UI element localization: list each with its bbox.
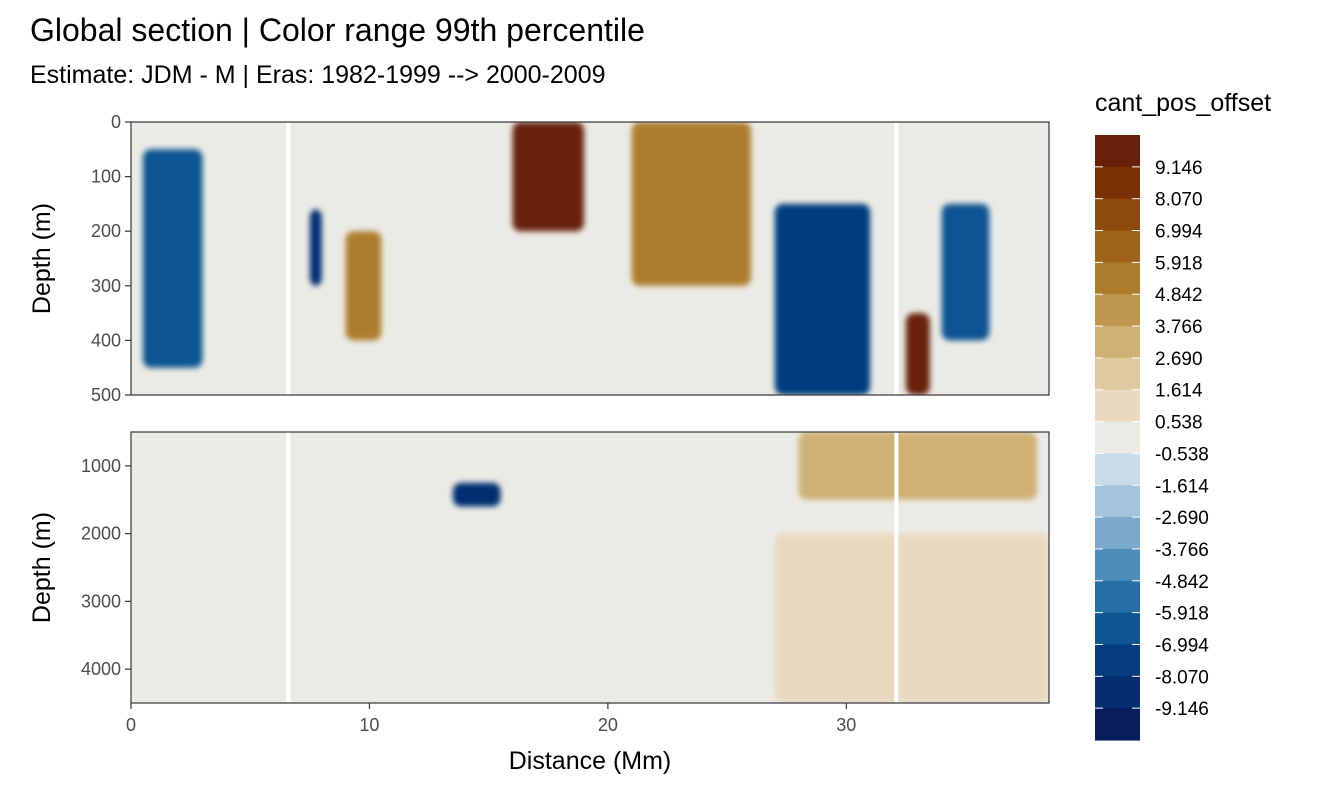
legend-label: -3.766 xyxy=(1155,540,1209,561)
legend-swatch xyxy=(1095,708,1140,740)
y-tick-label: 4000 xyxy=(81,659,121,679)
x-tick-label: 10 xyxy=(359,715,379,735)
legend-label: -9.146 xyxy=(1155,699,1209,720)
field-region-lower-0 xyxy=(453,483,501,507)
legend-label: 0.538 xyxy=(1155,413,1203,434)
legend-swatch xyxy=(1095,644,1140,676)
panel-upper xyxy=(131,122,1049,395)
legend-label: -0.538 xyxy=(1155,444,1209,465)
legend-label: -2.690 xyxy=(1155,508,1209,529)
legend-swatch xyxy=(1095,613,1140,645)
legend-swatch xyxy=(1095,199,1140,231)
legend-swatch xyxy=(1095,581,1140,613)
field-region-lower-1 xyxy=(799,432,1037,500)
legend-label: 4.842 xyxy=(1155,285,1203,306)
legend-swatch xyxy=(1095,517,1140,549)
legend-label: 6.994 xyxy=(1155,222,1203,243)
y-tick-label: 100 xyxy=(91,167,121,187)
x-tick-label: 20 xyxy=(598,715,618,735)
legend-label: 2.690 xyxy=(1155,349,1203,370)
field-region-lower-2 xyxy=(775,534,1049,703)
legend-label: -8.070 xyxy=(1155,667,1209,688)
y-axis-title: Depth (m) xyxy=(28,203,56,314)
x-tick-label: 0 xyxy=(126,715,136,735)
field-region-upper-6 xyxy=(906,313,930,395)
legend-label: 1.614 xyxy=(1155,381,1203,402)
legend-title: cant_pos_offset xyxy=(1095,89,1271,117)
x-tick-label: 30 xyxy=(836,715,856,735)
legend-label: -4.842 xyxy=(1155,572,1209,593)
field-region-upper-5 xyxy=(775,204,870,395)
station-gap-lower-0 xyxy=(286,432,290,703)
field-region-upper-4 xyxy=(632,122,751,286)
legend: cant_pos_offset 9.146 8.070 6.994 5.918 4.842… xyxy=(1095,89,1271,741)
legend-label: 9.146 xyxy=(1155,158,1203,179)
field-region-upper-1 xyxy=(310,209,322,285)
station-gap-upper-0 xyxy=(286,122,290,395)
station-gap-lower-1 xyxy=(894,432,898,703)
legend-label: -5.918 xyxy=(1155,604,1209,625)
legend-swatch xyxy=(1095,485,1140,517)
legend-swatch xyxy=(1095,262,1140,294)
y-axis-title: Depth (m) xyxy=(28,512,56,623)
y-tick-label: 200 xyxy=(91,221,121,241)
legend-swatch xyxy=(1095,549,1140,581)
legend-swatch xyxy=(1095,422,1140,454)
y-tick-label: 0 xyxy=(111,112,121,132)
y-tick-label: 300 xyxy=(91,276,121,296)
field-region-upper-0 xyxy=(143,149,203,367)
legend-label: -6.994 xyxy=(1155,635,1209,656)
y-tick-label: 3000 xyxy=(81,591,121,611)
legend-swatch xyxy=(1095,358,1140,390)
legend-swatch xyxy=(1095,167,1140,199)
legend-label: 5.918 xyxy=(1155,253,1203,274)
legend-label: 3.766 xyxy=(1155,317,1203,338)
y-tick-label: 2000 xyxy=(81,524,121,544)
x-axis-title: Distance (Mm) xyxy=(509,747,672,775)
panel-lower xyxy=(131,432,1049,703)
legend-swatch xyxy=(1095,294,1140,326)
legend-swatch xyxy=(1095,676,1140,708)
legend-swatch xyxy=(1095,231,1140,263)
legend-swatch xyxy=(1095,390,1140,422)
field-region-lower-3 xyxy=(131,500,417,703)
y-tick-label: 400 xyxy=(91,330,121,350)
field-region-upper-3 xyxy=(513,122,585,231)
legend-label: 8.070 xyxy=(1155,190,1203,211)
legend-label: -1.614 xyxy=(1155,476,1209,497)
legend-swatch xyxy=(1095,135,1140,167)
legend-swatch xyxy=(1095,453,1140,485)
station-gap-upper-1 xyxy=(894,122,898,395)
field-region-upper-2 xyxy=(346,231,382,340)
legend-swatch xyxy=(1095,326,1140,358)
y-tick-label: 500 xyxy=(91,385,121,405)
y-tick-label: 1000 xyxy=(81,456,121,476)
field-region-upper-7 xyxy=(942,204,990,341)
